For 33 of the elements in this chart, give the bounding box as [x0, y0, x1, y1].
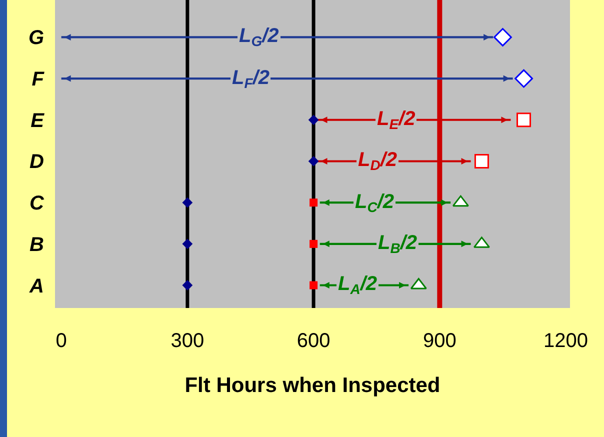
point	[494, 28, 512, 46]
x-axis-title: Flt Hours when Inspected	[184, 374, 440, 398]
point	[182, 280, 193, 290]
point	[452, 195, 469, 207]
annotation: L$_{G}$/2	[239, 25, 279, 50]
annotation: L$_{F}$/2	[232, 67, 270, 92]
annotation: L$_{A}$/2	[338, 273, 378, 298]
y-tick-label: C	[30, 192, 45, 215]
x-tick-label: 0	[56, 330, 67, 352]
x-tick-label: 600	[296, 330, 330, 352]
y-tick-label: G	[28, 27, 44, 50]
y-tick-label: E	[30, 110, 45, 132]
y-tick-label: A	[28, 275, 44, 298]
point	[182, 197, 193, 208]
x-tick-label: 900	[422, 330, 456, 352]
point	[514, 69, 533, 88]
point	[310, 198, 318, 207]
point	[308, 114, 319, 126]
point	[310, 281, 318, 290]
annotation: L$_{D}$/2	[358, 149, 398, 174]
point	[516, 112, 532, 128]
annotation: L$_{E}$/2	[377, 108, 416, 132]
y-tick-label: B	[30, 234, 44, 256]
annotation: L$_{C}$/2	[355, 191, 394, 216]
y-tick-label: D	[30, 151, 44, 174]
point	[182, 238, 193, 250]
point	[474, 154, 489, 168]
y-tick-label: F	[32, 68, 45, 91]
x-tick-label: 300	[170, 330, 204, 352]
x-tick-label: 1200	[544, 330, 588, 352]
point	[308, 156, 319, 166]
annotation: L$_{B}$/2	[378, 232, 418, 256]
point	[310, 240, 318, 248]
